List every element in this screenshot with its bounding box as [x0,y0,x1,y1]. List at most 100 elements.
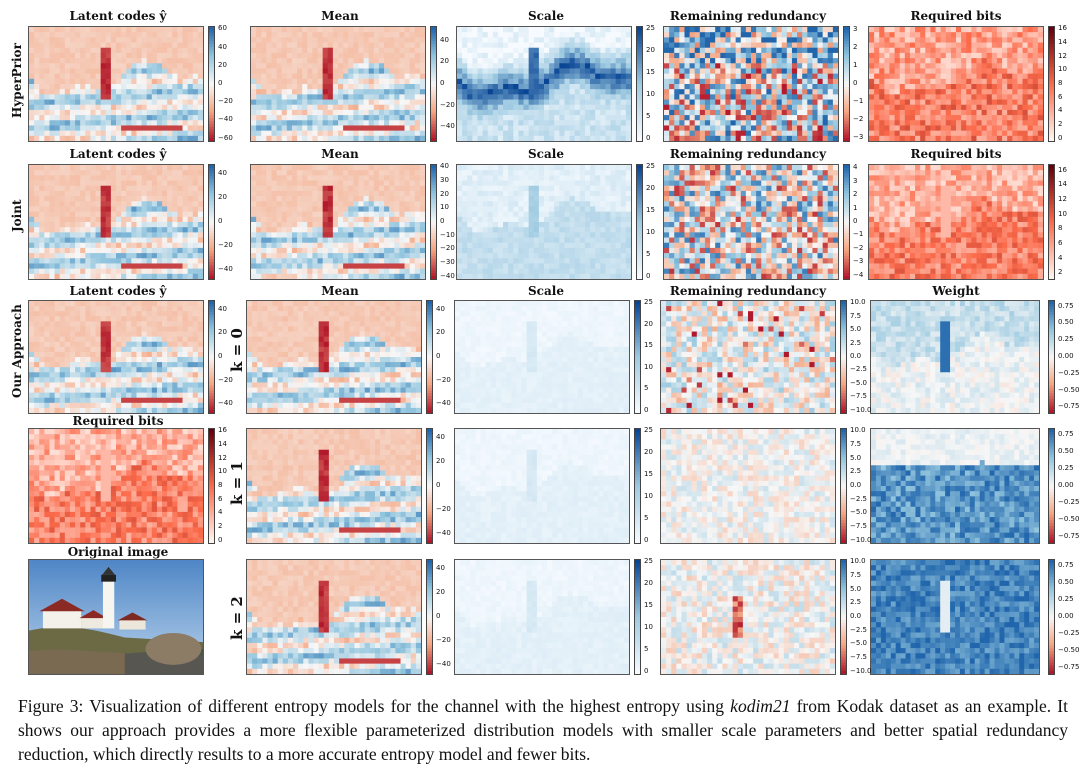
colorbar-tick-label: 40 [218,169,227,177]
colorbar-tick-label: 0.00 [1058,481,1074,489]
colorbar-tick-label: −0.25 [1058,369,1079,377]
heatmap-k0-redundancy [660,300,836,414]
k0-label: k = 0 [228,328,246,372]
colorbar-tick-label: 20 [436,328,445,336]
colorbar-tick-label: −4 [853,271,863,279]
heatmap-k1-weight [870,428,1040,544]
col-title-mean: Mean [250,9,430,23]
heatmap-k1-mean [246,428,422,544]
colorbar-tick-label: −10 [440,231,455,239]
figure-caption: Figure 3: Visualization of different ent… [18,694,1068,766]
colorbar-tick-label: 6 [1058,239,1062,247]
colorbar-tick-label: −1 [853,97,863,105]
colorbar-tick-label: 0 [218,217,222,225]
colorbar-tick-label: 20 [218,193,227,201]
heatmap-k2-redundancy [660,559,836,675]
colorbar-tick-label: 0 [646,272,650,280]
colorbar-tick-label: −40 [436,529,451,537]
colorbar-tick-label: 10 [218,467,227,475]
colorbar-tick-label: −0.75 [1058,532,1079,540]
heatmap-hp-bits [868,26,1044,142]
colorbar-tick-label: 10.0 [850,426,866,434]
colorbar-tick-label: −40 [440,272,455,280]
colorbar-tick-label: 5 [644,384,648,392]
colorbar-joint-scale [636,164,643,280]
colorbar-tick-label: 0 [853,217,857,225]
colorbar-tick-label: 20 [644,320,653,328]
colorbar-joint-redundancy [843,164,850,280]
colorbar-tick-label: 25 [644,426,653,434]
colorbar-k2-scale [634,559,641,675]
colorbar-tick-label: −0.25 [1058,498,1079,506]
colorbar-tick-label: 5 [644,645,648,653]
colorbar-tick-label: −20 [440,244,455,252]
colorbar-tick-label: −10.0 [850,406,871,414]
colorbar-tick-label: 0.00 [1058,352,1074,360]
colorbar-tick-label: −7.5 [850,392,867,400]
colorbar-tick-label: 20 [646,46,655,54]
col-title-mean: Mean [250,147,430,161]
colorbar-tick-label: 0 [644,406,648,414]
colorbar-k2-mean [426,559,433,675]
colorbar-tick-label: 2 [1058,268,1062,276]
colorbar-hp-bits [1048,26,1055,142]
colorbar-tick-label: −0.25 [1058,629,1079,637]
heatmap-k2-mean [246,559,422,675]
colorbar-tick-label: 5.0 [850,454,861,462]
colorbar-tick-label: 10.0 [850,298,866,306]
colorbar-tick-label: −20 [436,505,451,513]
colorbar-hp-redundancy [843,26,850,142]
colorbar-tick-label: 20 [436,457,445,465]
colorbar-tick-label: 10.0 [850,557,866,565]
heatmap-k1-redundancy [660,428,836,544]
colorbar-tick-label: 0 [218,536,222,544]
colorbar-tick-label: −7.5 [850,653,867,661]
colorbar-tick-label: −20 [436,636,451,644]
colorbar-tick-label: 10 [1058,210,1067,218]
colorbar-tick-label: 0.25 [1058,595,1074,603]
heatmap-joint-scale [456,164,632,280]
colorbar-tick-label: 0.50 [1058,447,1074,455]
original-image-title: Original image [28,545,208,559]
colorbar-tick-label: 30 [440,176,449,184]
colorbar-tick-label: 40 [436,433,445,441]
colorbar-tick-label: 0 [646,134,650,142]
colorbar-tick-label: −0.75 [1058,402,1079,410]
colorbar-tick-label: 6 [218,495,222,503]
required-bits-title: Required bits [28,414,208,428]
colorbar-tick-label: 15 [646,68,655,76]
heatmap-joint-mean [250,164,426,280]
heatmap-joint-redundancy [663,164,839,280]
colorbar-tick-label: 5 [646,112,650,120]
colorbar-tick-label: 25 [644,298,653,306]
colorbar-tick-label: 0.75 [1058,302,1074,310]
colorbar-tick-label: 16 [218,426,227,434]
colorbar-hp-mean [430,26,437,142]
colorbar-tick-label: 2 [1058,120,1062,128]
colorbar-hp-latent [208,26,215,142]
heatmap-k2-weight [870,559,1040,675]
colorbar-tick-label: 40 [218,43,227,51]
colorbar-tick-label: −2.5 [850,365,867,373]
col-title-redundancy: Remaining redundancy [663,147,833,161]
col-title-redundancy: Remaining redundancy [663,284,833,298]
colorbar-k1-mean [426,428,433,544]
colorbar-tick-label: 0.0 [850,481,861,489]
colorbar-tick-label: −40 [436,399,451,407]
colorbar-tick-label: 0 [853,79,857,87]
colorbar-tick-label: −0.50 [1058,515,1079,523]
colorbar-tick-label: 10 [644,492,653,500]
colorbar-tick-label: 20 [646,184,655,192]
colorbar-tick-label: 60 [218,24,227,32]
original-image [28,559,204,675]
heatmap-hp-latent [28,26,204,142]
colorbar-tick-label: −0.75 [1058,663,1079,671]
colorbar-tick-label: 4 [853,163,857,171]
col-title-scale: Scale [456,147,636,161]
heatmap-k1-scale [454,428,630,544]
colorbar-tick-label: 40 [436,305,445,313]
colorbar-tick-label: 12 [218,454,227,462]
colorbar-tick-label: −20 [218,376,233,384]
colorbar-tick-label: 15 [644,341,653,349]
colorbar-tick-label: 5.0 [850,325,861,333]
